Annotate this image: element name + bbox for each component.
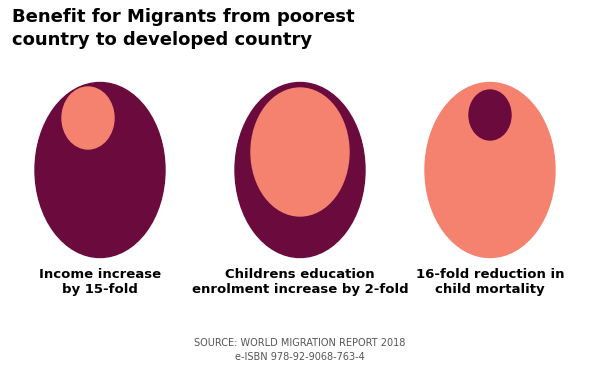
Ellipse shape [35, 83, 165, 258]
Text: SOURCE: WORLD MIGRATION REPORT 2018
e-ISBN 978-92-9068-763-4: SOURCE: WORLD MIGRATION REPORT 2018 e-IS… [194, 338, 406, 362]
Ellipse shape [251, 88, 349, 216]
Ellipse shape [235, 83, 365, 258]
Ellipse shape [469, 90, 511, 140]
Text: 16-fold reduction in
child mortality: 16-fold reduction in child mortality [416, 268, 564, 296]
Text: Income increase
by 15-fold: Income increase by 15-fold [39, 268, 161, 296]
Ellipse shape [425, 83, 555, 258]
Text: Childrens education
enrolment increase by 2-fold: Childrens education enrolment increase b… [191, 268, 409, 296]
Ellipse shape [62, 87, 114, 149]
Text: Benefit for Migrants from poorest
country to developed country: Benefit for Migrants from poorest countr… [12, 8, 355, 49]
